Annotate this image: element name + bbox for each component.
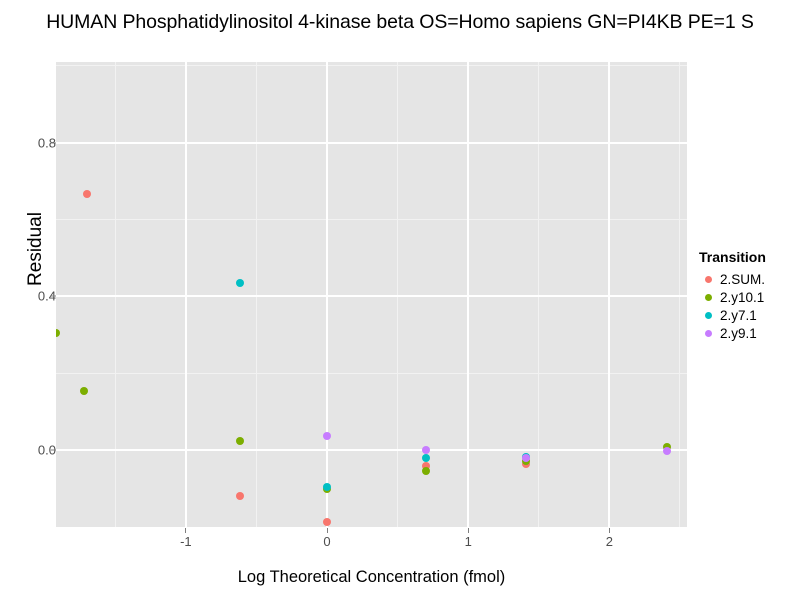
legend: Transition 2.SUM. 2.y10.1 2.y7.1 2.y9.1 (699, 249, 800, 342)
gridline-minor-horizontal (56, 219, 687, 221)
data-point (421, 454, 430, 463)
y-axis-tick-label: 0.0 (37, 442, 56, 458)
y-axis-tick-mark (51, 142, 56, 144)
x-axis-tick-label: 0 (323, 534, 331, 549)
data-point (663, 447, 672, 456)
x-axis-tick-label: -1 (180, 534, 192, 549)
gridline-major-horizontal (56, 449, 687, 452)
legend-item-label: 2.y7.1 (720, 307, 757, 323)
plot-panel (56, 62, 687, 527)
x-axis-tick-mark (467, 528, 469, 533)
data-point (323, 432, 332, 441)
gridline-minor-vertical (538, 62, 540, 527)
data-point (522, 453, 531, 462)
x-axis-tick-mark (185, 528, 187, 533)
gridline-major-vertical (608, 62, 611, 527)
x-axis-tick-label: 2 (605, 534, 613, 549)
legend-color-swatch-icon (699, 270, 717, 288)
data-point (235, 492, 244, 501)
gridline-major-horizontal (56, 295, 687, 298)
data-point (421, 446, 430, 455)
gridline-major-vertical (184, 62, 187, 527)
gridline-major-horizontal (56, 141, 687, 144)
legend-item[interactable]: 2.SUM. (699, 270, 800, 288)
legend-item-label: 2.y9.1 (720, 325, 757, 341)
gridline-minor-vertical (397, 62, 399, 527)
gridline-minor-horizontal (56, 65, 687, 67)
y-axis-title: Residual (25, 212, 46, 286)
y-axis-tick-label: 0.4 (37, 288, 56, 304)
gridline-minor-horizontal (56, 526, 687, 527)
page-title: HUMAN Phosphatidylinositol 4-kinase beta… (46, 11, 754, 33)
data-point (421, 466, 430, 475)
data-point (235, 278, 244, 287)
y-axis-tick-mark (51, 449, 56, 451)
legend-item[interactable]: 2.y7.1 (699, 306, 800, 324)
gridline-minor-horizontal (56, 372, 687, 374)
gridline-major-vertical (326, 62, 329, 527)
data-point (323, 517, 332, 526)
legend-item-label: 2.SUM. (720, 271, 766, 287)
gridline-minor-vertical (679, 62, 681, 527)
y-axis-tick-label: 0.8 (37, 135, 56, 151)
legend-item[interactable]: 2.y10.1 (699, 288, 800, 306)
data-point (421, 461, 430, 470)
legend-title: Transition (699, 249, 766, 265)
x-axis-tick-mark (326, 528, 328, 533)
x-axis-tick-mark (608, 528, 610, 533)
legend-color-swatch-icon (699, 306, 717, 324)
legend-item[interactable]: 2.y9.1 (699, 324, 800, 342)
data-point (235, 436, 244, 445)
x-axis-tick-label: 1 (464, 534, 472, 549)
legend-color-swatch-icon (699, 324, 717, 342)
gridline-minor-vertical (255, 62, 257, 527)
gridline-minor-vertical (114, 62, 116, 527)
data-point (56, 328, 60, 337)
gridline-major-vertical (467, 62, 470, 527)
legend-items: 2.SUM. 2.y10.1 2.y7.1 2.y9.1 (699, 270, 800, 342)
x-axis-title: Log Theoretical Concentration (fmol) (237, 568, 506, 586)
data-point (80, 386, 89, 395)
data-point (323, 483, 332, 492)
data-point (83, 189, 92, 198)
legend-item-label: 2.y10.1 (720, 289, 765, 305)
y-axis-tick-mark (51, 295, 56, 297)
legend-color-swatch-icon (699, 288, 717, 306)
